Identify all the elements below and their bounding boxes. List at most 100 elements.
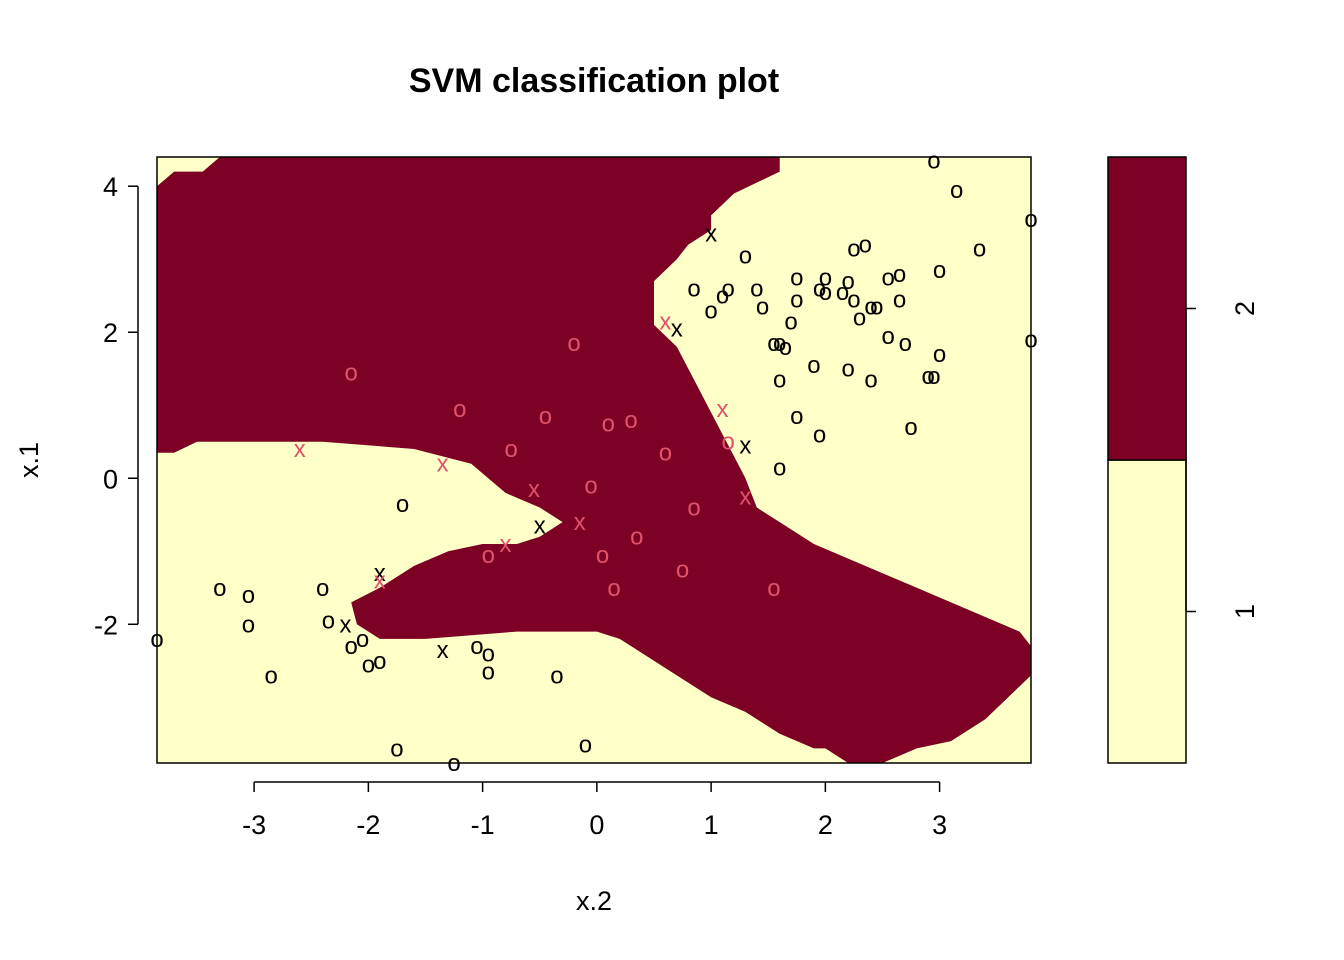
legend-swatch-2 [1107, 156, 1187, 461]
data-point-class-2: o [596, 542, 609, 569]
data-point-class-2: o [607, 575, 620, 602]
y-tick-label: 0 [103, 464, 118, 494]
data-point-class-1: o [390, 735, 403, 762]
data-point-class-1: o [773, 454, 786, 481]
data-point-class-1: o [579, 732, 592, 759]
data-point-class-1: o [870, 294, 883, 321]
data-point-class-2: o [505, 436, 518, 463]
data-point-class-1: o [836, 279, 849, 306]
data-point-class-1: o [927, 363, 940, 390]
data-point-class-1: o [882, 265, 895, 292]
data-point-class-1: o [345, 633, 358, 660]
data-point-class-2: o [630, 524, 643, 551]
data-point-class-2: o [767, 575, 780, 602]
data-point-class-1: o [893, 261, 906, 288]
support-vector-class-2: x [374, 568, 386, 595]
data-point-class-1: o [213, 575, 226, 602]
support-vector-class-2: x [574, 509, 586, 536]
data-point-class-1: o [927, 148, 940, 175]
x-tick-label: 3 [932, 810, 947, 840]
y-tick-label: 2 [103, 318, 118, 348]
support-vector-class-1: x [374, 560, 386, 587]
support-vector-class-1: x [340, 611, 352, 638]
data-point-class-1: o [813, 421, 826, 448]
chart-title: SVM classification plot [409, 62, 779, 100]
y-tick-label: -2 [94, 610, 118, 640]
data-point-class-1: o [842, 268, 855, 295]
data-point-class-1: o [790, 265, 803, 292]
data-point-class-2: o [345, 359, 358, 386]
data-point-class-1: o [373, 648, 386, 675]
data-point-class-2: o [602, 411, 615, 438]
data-point-class-1: o [819, 265, 832, 292]
data-point-class-1: o [882, 323, 895, 350]
data-point-class-1: o [933, 341, 946, 368]
data-point-class-1: o [265, 662, 278, 689]
data-point-class-1: o [716, 283, 729, 310]
data-point-class-1: o [316, 575, 329, 602]
data-point-class-1: o [842, 356, 855, 383]
support-vector-class-2: x [717, 396, 729, 423]
data-point-class-1: o [859, 232, 872, 259]
data-point-class-1: o [756, 294, 769, 321]
data-point-class-1: o [739, 243, 752, 270]
x-tick-label: 1 [704, 810, 719, 840]
support-vector-class-2: x [739, 484, 751, 511]
x-axis: -3 -2 -1 0 1 2 3 [242, 781, 947, 840]
data-point-class-2: o [687, 495, 700, 522]
support-vector-class-2: x [500, 531, 512, 558]
x-axis-label: x.2 [576, 886, 612, 916]
color-legend: 12 [1107, 156, 1260, 764]
data-point-class-2: o [722, 429, 735, 456]
data-point-class-2: o [584, 473, 597, 500]
data-point-class-2: o [659, 440, 672, 467]
support-vector-class-2: x [437, 451, 449, 478]
data-point-class-1: o [853, 305, 866, 332]
data-point-class-1: o [864, 294, 877, 321]
x-tick-label: -2 [356, 810, 380, 840]
data-point-class-1: o [790, 403, 803, 430]
legend-swatch-1 [1107, 459, 1187, 764]
y-tick-label: 4 [103, 172, 118, 202]
data-point-class-1: o [704, 297, 717, 324]
data-point-class-2: o [453, 396, 466, 423]
data-point-class-1: o [779, 334, 792, 361]
data-point-class-2: o [624, 407, 637, 434]
data-point-class-1: o [687, 275, 700, 302]
data-point-class-1: o [893, 286, 906, 313]
support-vector-class-1: x [739, 432, 751, 459]
x-tick-label: -3 [242, 810, 266, 840]
data-point-class-1: o [396, 491, 409, 518]
data-point-class-1: o [950, 177, 963, 204]
support-vector-class-1: x [534, 513, 546, 540]
data-point-class-1: o [819, 279, 832, 306]
support-vector-class-2: x [294, 436, 306, 463]
y-axis-label: x.1 [14, 442, 44, 478]
x-tick-label: 2 [818, 810, 833, 840]
legend-label-2: 2 [1230, 301, 1260, 316]
support-vector-class-1: x [437, 637, 449, 664]
data-point-class-1: o [922, 363, 935, 390]
data-point-class-1: o [482, 641, 495, 668]
data-point-class-1: o [322, 608, 335, 635]
data-point-class-1: o [784, 308, 797, 335]
data-point-class-1: o [933, 257, 946, 284]
support-vector-class-1: x [705, 221, 717, 248]
data-point-class-1: o [973, 235, 986, 262]
data-point-class-2: o [482, 542, 495, 569]
data-point-class-1: o [362, 651, 375, 678]
legend-label-1: 1 [1230, 604, 1260, 619]
data-point-class-1: o [813, 275, 826, 302]
data-point-class-2: o [539, 403, 552, 430]
data-point-class-1: o [773, 367, 786, 394]
data-point-class-1: o [847, 235, 860, 262]
support-vector-class-2: x [528, 476, 540, 503]
y-axis: -2 0 2 4 [94, 172, 139, 640]
data-point-class-1: o [482, 659, 495, 686]
x-tick-label: -1 [471, 810, 495, 840]
data-point-class-1: o [773, 330, 786, 357]
data-point-class-2: o [567, 330, 580, 357]
data-point-class-1: o [550, 662, 563, 689]
